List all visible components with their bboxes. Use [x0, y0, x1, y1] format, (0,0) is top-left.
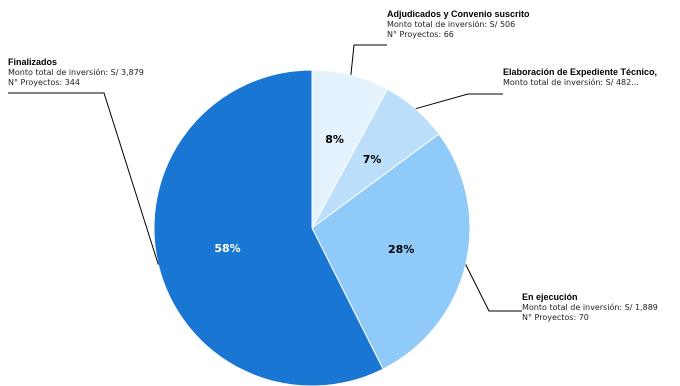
callout-title-adjudicados: Adjudicados y Convenio suscrito	[387, 9, 530, 19]
callout-proyectos-adjudicados: N° Proyectos: 66	[387, 30, 454, 39]
callout-monto-elaboracion: Monto total de inversión: S/ 482...	[503, 77, 639, 87]
percent-labels: 8% 7% 28% 58%	[214, 133, 414, 256]
percent-label-elaboracion: 7%	[363, 153, 382, 166]
leader-line-en-ejecucion	[465, 264, 522, 312]
leader-line-finalizados	[8, 92, 159, 265]
pie-slices	[153, 69, 471, 386]
callout-title-en-ejecucion: En ejecución	[522, 292, 578, 302]
callout-monto-finalizados: Monto total de inversión: S/ 3,879	[8, 67, 144, 77]
percent-label-finalizados: 58%	[214, 242, 240, 255]
callout-title-finalizados: Finalizados	[8, 57, 57, 67]
pie-slice-en-ejecucion[interactable]	[311, 133, 471, 370]
leader-line-adjudicados	[350, 44, 387, 75]
callout-title-elaboracion: Elaboración de Expediente Técnico,	[503, 67, 657, 77]
callout-proyectos-finalizados: N° Proyectos: 344	[8, 78, 80, 87]
leader-lines	[8, 44, 522, 312]
leader-line-elaboracion	[415, 93, 503, 110]
percent-label-en-ejecucion: 28%	[388, 243, 414, 256]
percent-label-adjudicados: 8%	[325, 133, 344, 146]
callout-monto-adjudicados: Monto total de inversión: S/ 506	[387, 19, 515, 29]
callout-monto-en-ejecucion: Monto total de inversión: S/ 1,889	[522, 302, 658, 312]
callout-proyectos-en-ejecucion: N° Proyectos: 70	[522, 313, 589, 322]
